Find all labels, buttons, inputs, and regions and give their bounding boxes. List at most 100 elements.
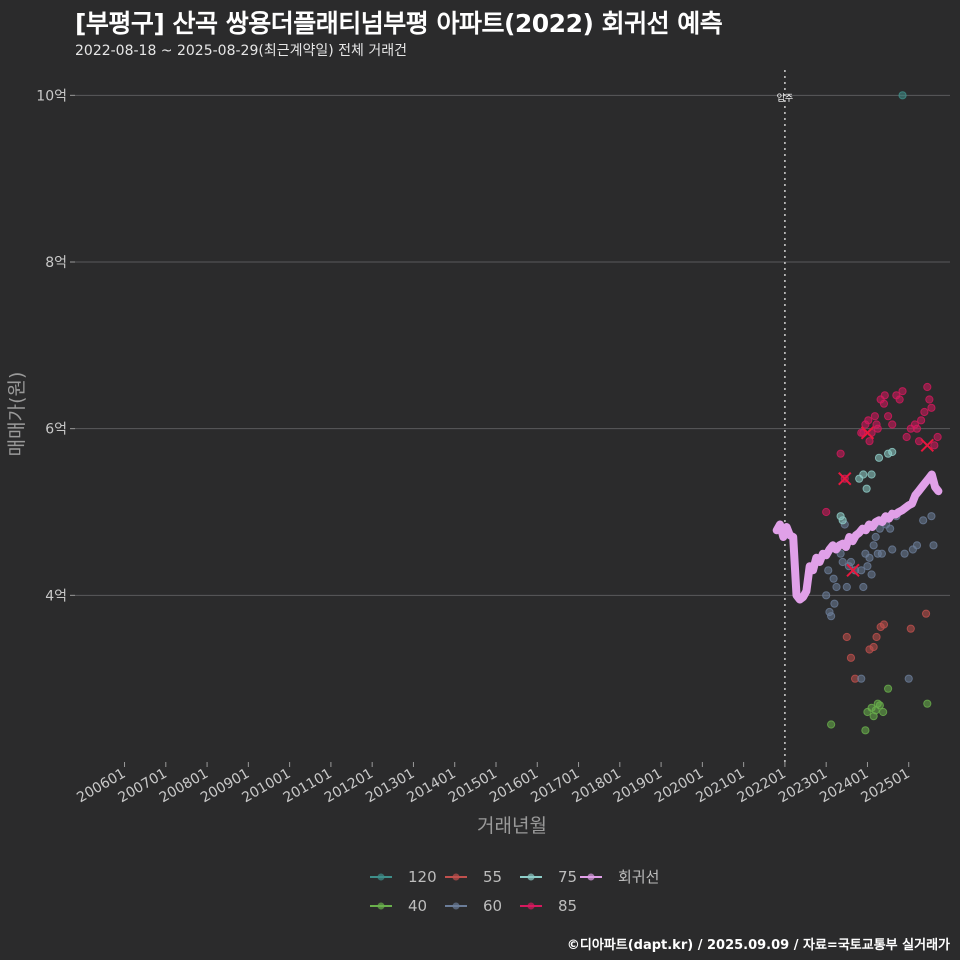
data-point-60	[869, 541, 878, 550]
data-point-85	[865, 437, 874, 446]
data-point-55	[879, 620, 889, 629]
data-point-60	[846, 557, 856, 567]
data-point-40	[861, 726, 870, 735]
data-point-85	[822, 507, 831, 517]
data-point-85	[917, 416, 926, 425]
data-point-60	[929, 541, 938, 550]
data-point-75	[867, 470, 876, 479]
grid-lines	[75, 94, 950, 596]
data-point-55	[906, 624, 915, 633]
data-point-75	[838, 516, 847, 525]
legend-key-point	[377, 902, 385, 910]
legend-key-point	[587, 873, 595, 881]
data-point-85	[872, 420, 881, 429]
legend-key-point	[377, 873, 385, 881]
data-point-55	[921, 609, 931, 618]
page-title: [부평구] 산곡 쌍용더플래티넘부평 아파트(2022) 회귀선 예측	[75, 9, 723, 38]
data-point-85	[920, 407, 929, 417]
data-point-60	[857, 674, 866, 683]
data-point-75	[859, 470, 868, 479]
data-point-60	[857, 566, 866, 575]
data-point-85	[883, 412, 893, 421]
data-point-85	[864, 416, 873, 425]
data-point-40	[923, 699, 932, 708]
data-point-40	[879, 707, 888, 717]
y-tick-label: 4억	[45, 588, 67, 604]
data-point-40	[883, 684, 893, 693]
legend: 120 55 75 회귀선 40 60 85	[370, 868, 659, 915]
data-point-75	[874, 453, 884, 462]
data-point-85	[914, 437, 924, 446]
data-point-75	[862, 484, 871, 493]
legend-label: 55	[483, 868, 502, 886]
data-point-60	[830, 599, 839, 608]
data-point-60	[838, 557, 847, 567]
move-in-marker: 입주	[777, 70, 794, 762]
legend-key-point	[527, 873, 535, 881]
data-point-60	[888, 545, 897, 554]
legend-key-point	[452, 873, 460, 881]
data-points	[822, 91, 942, 735]
data-point-120	[898, 91, 907, 100]
x-markers	[838, 426, 935, 578]
data-point-60	[829, 574, 838, 583]
data-point-60	[886, 524, 895, 533]
data-point-60	[912, 541, 922, 550]
data-point-85	[880, 391, 889, 400]
data-point-85	[879, 399, 889, 408]
y-tick-label: 6억	[45, 422, 67, 438]
data-point-60	[822, 591, 831, 600]
data-point-85	[836, 449, 845, 458]
legend-label: 85	[558, 897, 577, 915]
data-point-40	[827, 720, 836, 729]
y-axis-ticks: 4억 6억 8억 10억	[36, 88, 75, 604]
data-point-40	[873, 699, 882, 708]
data-point-60	[859, 582, 868, 592]
legend-label: 75	[558, 868, 577, 886]
data-point-85	[927, 403, 936, 412]
data-point-60	[865, 553, 874, 562]
data-point-85	[895, 395, 904, 404]
x-axis-ticks: 2006012007012008012009012010012011012012…	[74, 762, 913, 806]
data-point-60	[919, 516, 928, 525]
data-point-60	[871, 532, 880, 542]
data-point-60	[832, 582, 841, 592]
data-point-60	[904, 674, 913, 683]
data-point-60	[824, 566, 833, 575]
x-marker-55	[846, 563, 860, 578]
legend-label: 회귀선	[618, 868, 659, 886]
move-in-label: 입주	[777, 92, 794, 104]
data-point-85	[870, 412, 879, 421]
data-point-60	[927, 512, 936, 521]
data-point-55	[842, 632, 851, 642]
x-marker-85	[838, 471, 852, 486]
data-point-75	[888, 447, 897, 457]
data-point-55	[846, 653, 856, 662]
y-tick-label: 10억	[36, 88, 67, 104]
data-point-85	[912, 424, 922, 433]
legend-key-point	[452, 902, 460, 910]
y-axis-title: 매매가(원)	[6, 372, 28, 457]
y-tick-label: 8억	[45, 255, 67, 271]
x-axis-title: 거래년월	[477, 815, 547, 837]
data-point-85	[888, 420, 897, 429]
data-point-60	[827, 612, 836, 621]
data-point-85	[902, 432, 911, 442]
data-point-60	[877, 549, 886, 558]
data-point-60	[842, 582, 851, 592]
source-caption: ©디아파트(dapt.kr) / 2025.09.09 / 자료=국토교통부 실…	[566, 938, 950, 953]
data-point-85	[933, 432, 942, 442]
legend-key-point	[527, 902, 535, 910]
data-point-85	[857, 428, 866, 437]
legend-label: 40	[408, 897, 427, 915]
data-point-85	[898, 387, 907, 396]
data-point-55	[872, 632, 881, 642]
data-point-60	[867, 570, 876, 579]
data-point-85	[925, 395, 934, 404]
data-point-85	[923, 382, 932, 392]
x-marker-85	[920, 438, 935, 453]
legend-label: 60	[483, 897, 502, 915]
data-point-40	[869, 712, 878, 721]
regression-path	[772, 470, 943, 604]
